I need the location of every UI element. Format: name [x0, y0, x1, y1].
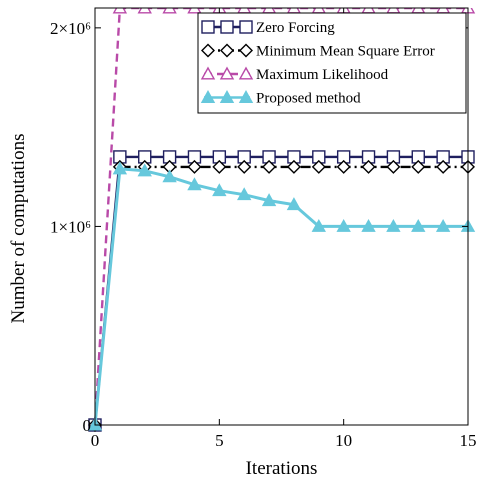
legend-marker-2: [220, 43, 234, 58]
legend-marker-4: [200, 90, 216, 104]
series-2-point: [411, 159, 426, 174]
series-3-point: [286, 8, 302, 14]
series-3-point: [311, 8, 326, 14]
legend-marker-4: [238, 90, 254, 104]
series-4-point: [286, 197, 302, 211]
series-2-point: [386, 159, 401, 174]
series-4-point: [411, 218, 426, 232]
series-1: [88, 150, 475, 432]
series-4-point: [237, 187, 252, 201]
series-4-point: [187, 177, 202, 191]
series-3-point: [237, 8, 252, 14]
series-2: [88, 159, 475, 432]
series-4-point: [361, 218, 376, 232]
series-2-point: [361, 159, 376, 174]
legend-entry-1: Zero Forcing: [201, 20, 335, 36]
legend-label-2: Minimum Mean Square Error: [256, 44, 435, 60]
series-2-point: [237, 159, 252, 174]
series-3-point: [261, 8, 277, 14]
legend: Zero Forcing Minimum Mean Square Error Max…: [197, 12, 467, 114]
legend-label-4: Proposed method: [256, 91, 361, 107]
series-4-point: [435, 218, 451, 232]
y-tick-label: 0: [83, 416, 92, 435]
series-3-point: [386, 8, 401, 14]
series-2-point: [311, 159, 326, 174]
series-4-point: [137, 163, 152, 177]
series-3-point: [361, 8, 376, 14]
x-tick-label: 10: [335, 431, 352, 450]
series-2-point: [262, 159, 277, 174]
legend-marker-2: [201, 43, 215, 58]
series-2-point: [336, 159, 351, 174]
x-tick-label: 15: [460, 431, 477, 450]
legend-marker-3: [200, 66, 216, 80]
series-2-point: [436, 159, 451, 174]
series-4-point: [112, 161, 128, 175]
legend-label-1: Zero Forcing: [256, 20, 335, 36]
series-3-point: [435, 8, 451, 14]
legend-marker-3: [219, 66, 235, 80]
series-2-point: [187, 159, 202, 174]
legend-marker-4: [219, 90, 235, 104]
series-4-line: [93, 167, 468, 426]
series-2-line: [93, 165, 468, 426]
series-4-point: [162, 169, 177, 183]
legend-entry-3: Maximum Likelihood: [200, 66, 389, 83]
series-3-point: [187, 8, 202, 14]
legend-marker-1: [201, 20, 215, 34]
legend-entry-2: Minimum Mean Square Error: [201, 43, 435, 60]
series-3-point: [162, 8, 177, 14]
legend-label-3: Maximum Likelihood: [256, 67, 389, 83]
series-4: [87, 161, 476, 431]
series-4-point: [386, 218, 401, 232]
legend-entry-4: Proposed method: [200, 90, 361, 107]
series-4-point: [261, 193, 277, 207]
legend-marker-1: [220, 20, 234, 34]
series-4-point: [311, 218, 326, 232]
plot-content: [87, 8, 476, 432]
series-2-point: [286, 159, 301, 174]
series-4-point: [336, 218, 351, 232]
legend-marker-2: [239, 43, 253, 58]
series-3-point: [411, 8, 426, 14]
y-tick-label: 2×10⁶: [50, 19, 91, 38]
axis-ticks: 0 5 10 15 0 1×10⁶ 2×10⁶: [50, 8, 477, 450]
legend-marker-3: [238, 66, 254, 80]
legend-marker-1: [239, 20, 253, 34]
y-tick-label: 1×10⁶: [50, 217, 91, 236]
series-4-point: [212, 183, 227, 197]
x-tick-label: 5: [215, 431, 224, 450]
series-1-line: [93, 155, 468, 426]
plot-frame: [94, 7, 469, 426]
x-axis-label: Iterations: [246, 458, 318, 479]
y-axis-label: Number of computations: [8, 134, 29, 324]
series-2-point: [212, 159, 227, 174]
x-tick-label: 0: [91, 431, 100, 450]
series-3-point: [137, 8, 152, 14]
series-3-point: [112, 8, 128, 14]
